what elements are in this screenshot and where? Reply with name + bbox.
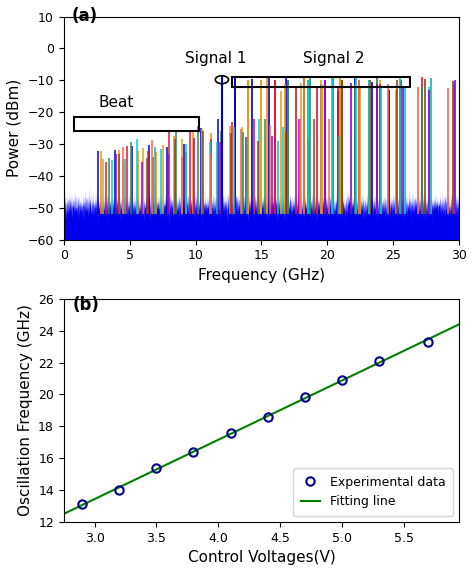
Text: Signal 1: Signal 1 bbox=[184, 51, 246, 66]
Text: Beat: Beat bbox=[99, 96, 134, 110]
Bar bbox=[232, 77, 410, 87]
Text: (a): (a) bbox=[72, 7, 98, 25]
Bar bbox=[74, 117, 200, 130]
Y-axis label: Oscillation Frequency (GHz): Oscillation Frequency (GHz) bbox=[18, 304, 33, 517]
Y-axis label: Power (dBm): Power (dBm) bbox=[7, 79, 22, 177]
Text: Signal 2: Signal 2 bbox=[303, 51, 365, 66]
Text: (b): (b) bbox=[73, 296, 99, 314]
Legend: Experimental data, Fitting line: Experimental data, Fitting line bbox=[293, 468, 453, 515]
X-axis label: Frequency (GHz): Frequency (GHz) bbox=[198, 268, 325, 283]
X-axis label: Control Voltages(V): Control Voltages(V) bbox=[188, 550, 335, 565]
